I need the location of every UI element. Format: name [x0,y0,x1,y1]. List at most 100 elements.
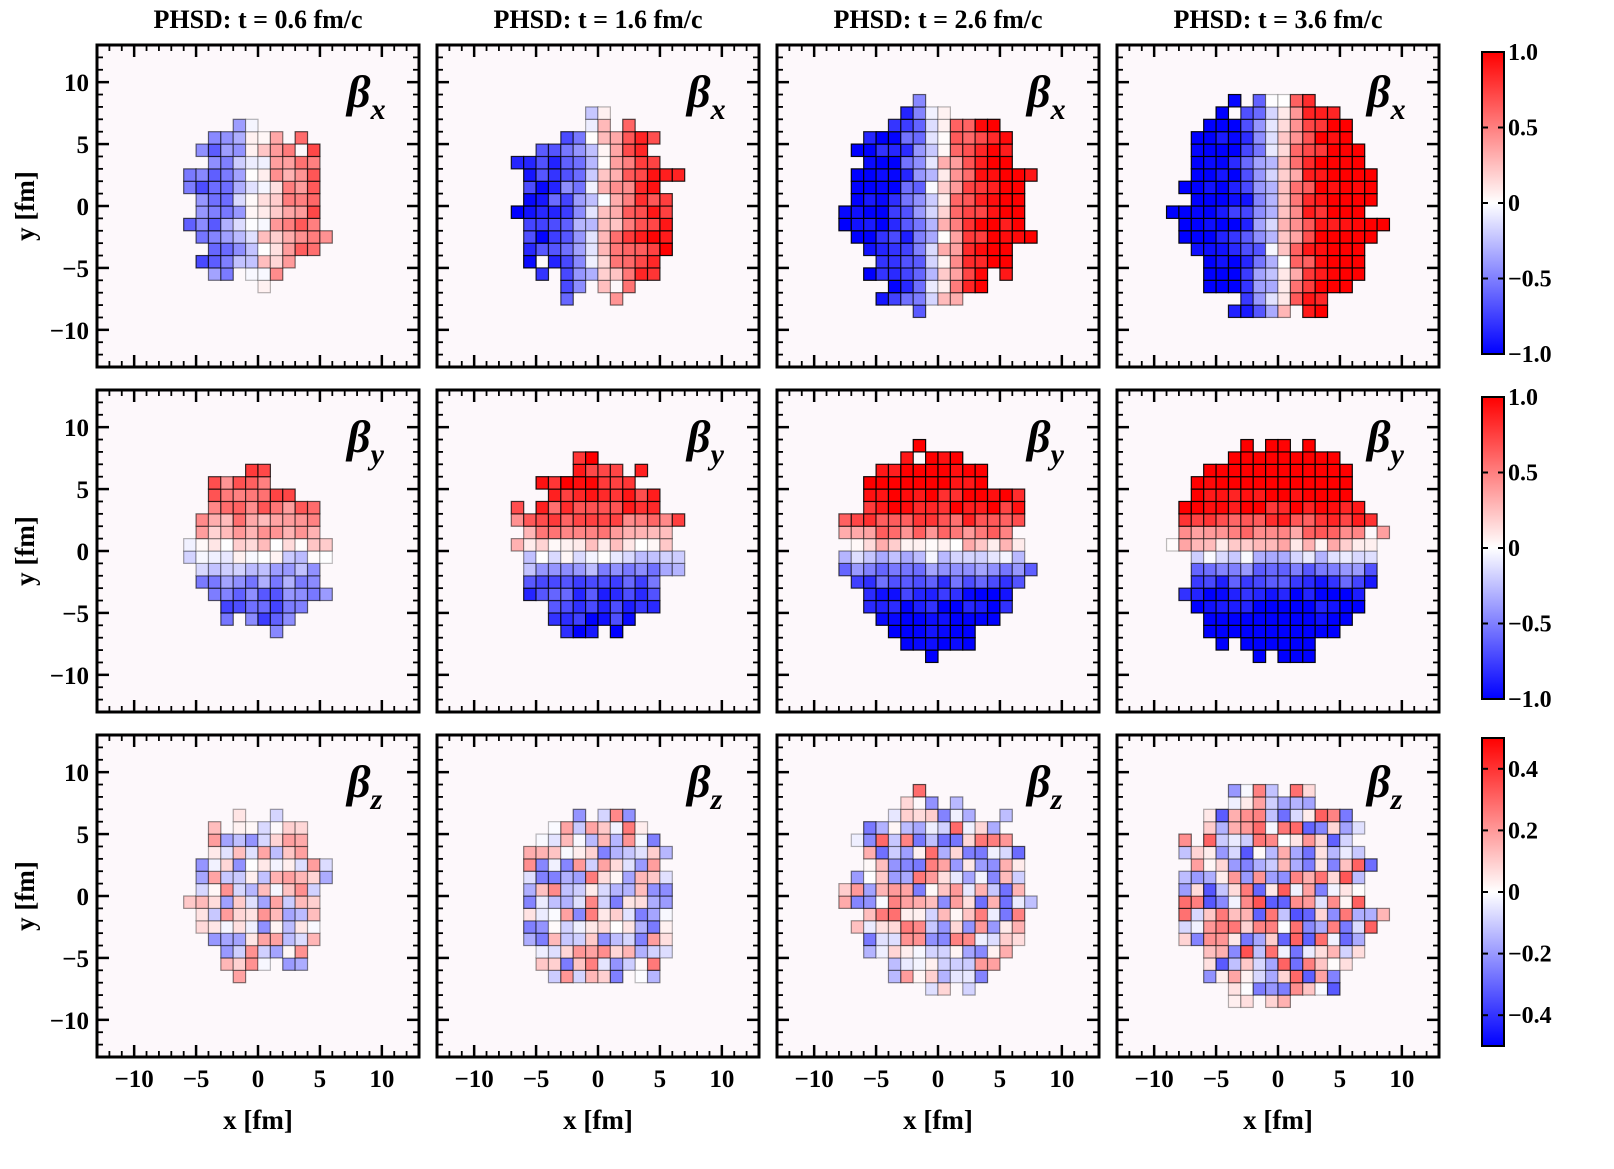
heatmap-cell [572,131,587,145]
heatmap-cell [875,587,890,602]
heatmap-cell [1252,217,1267,232]
heatmap-cell [974,131,989,145]
heatmap-cell [282,587,296,602]
heatmap-cell [900,230,914,244]
heatmap-cell [585,155,599,170]
heatmap-cell [999,538,1013,552]
heatmap-cell [925,488,939,503]
heatmap-cell [547,476,562,490]
heatmap-cell [887,292,902,306]
heatmap-cell [1240,796,1254,810]
heatmap-cell [1265,550,1279,564]
y-tick-label: 5 [77,132,90,159]
heatmap-cell [986,500,1001,515]
heatmap-cell [1240,217,1254,232]
heatmap-cell [1265,957,1279,971]
y-tick-label: 10 [64,760,89,787]
heatmap-cell [1011,193,1026,207]
heatmap-cell [1227,870,1242,885]
heatmap-cell [257,883,271,897]
heatmap-cell [609,230,624,244]
heatmap-cell [634,143,649,158]
heatmap-cell [949,883,964,897]
heatmap-cell [294,944,309,959]
heatmap-cell [838,895,852,909]
heatmap-cell [863,550,877,564]
heatmap-cell [1265,562,1279,577]
heatmap-cell [1289,969,1304,984]
heatmap-cell [609,168,624,182]
heatmap-cell [925,230,939,244]
heatmap-cell [572,279,587,294]
heatmap-cell [925,292,939,306]
heatmap-cell [1302,895,1316,909]
heatmap-cell [547,143,562,158]
heatmap-cell [900,143,914,158]
heatmap-cell [269,525,284,540]
heatmap-cell [887,254,902,269]
heatmap-cell [1252,488,1267,503]
heatmap-cell [1252,833,1267,848]
heatmap-cell [572,205,587,219]
heatmap-cell [1240,612,1254,626]
heatmap-cell [282,254,296,269]
heatmap-cell [875,944,890,959]
heatmap-cell [282,870,296,885]
heatmap-cell [306,155,321,170]
heatmap-cell [887,180,902,195]
heatmap-cell [622,932,636,947]
heatmap-cell [1289,612,1304,626]
heatmap-cell [1314,118,1329,133]
heatmap-cell [1203,599,1217,614]
heatmap-cell [949,168,964,182]
heatmap-cell [560,932,574,947]
heatmap-cell [282,193,296,207]
heatmap-cell [306,180,321,195]
x-axis-label: x [fm] [1243,1105,1313,1135]
heatmap-cell [986,932,1001,947]
heatmap-cell [294,230,309,244]
heatmap-cell [974,279,989,294]
heatmap-cell [1314,267,1329,281]
heatmap-cells [523,808,673,984]
heatmap-cell [609,599,624,614]
heatmap-cell [1252,168,1267,182]
heatmap-cell [207,575,222,589]
heatmap-cell [863,599,877,614]
heatmap-cell [863,155,877,170]
heatmap-cell [671,550,686,564]
heatmap-cell [1215,562,1230,577]
heatmap-cell [900,821,914,835]
heatmap-cell [1215,168,1230,182]
heatmap-cell [535,267,550,281]
heatmap-cell [1178,525,1192,540]
heatmap-cell [962,982,976,996]
heatmap-cell [962,513,976,527]
heatmap-cell [1339,833,1353,848]
axis-ticks [437,390,759,712]
heatmap-cell [659,217,673,232]
heatmap-cell [1302,944,1316,959]
heatmap-cell [609,180,624,195]
heatmap-cell [560,587,574,602]
heatmap-cell [1227,205,1242,219]
heatmap-cell [306,858,321,872]
axis-ticks [1117,45,1439,367]
heatmap-cell [646,550,661,564]
heatmap-cell [1326,612,1341,626]
heatmap-cell [523,575,537,589]
heatmap-cell [220,870,234,885]
heatmap-cell [1364,168,1378,182]
heatmap-cell [875,230,890,244]
heatmap-cell [900,538,914,552]
heatmap-cell [269,895,284,909]
heatmap-cell [1240,783,1254,798]
heatmap-cell [245,193,259,207]
heatmap-cell [1289,193,1304,207]
heatmap-cell [900,513,914,527]
heatmap-cell [560,155,574,170]
heatmap-cell [646,180,661,195]
heatmap-cell [282,180,296,195]
heatmap-cell [1351,180,1366,195]
heatmap-cell [646,920,661,934]
